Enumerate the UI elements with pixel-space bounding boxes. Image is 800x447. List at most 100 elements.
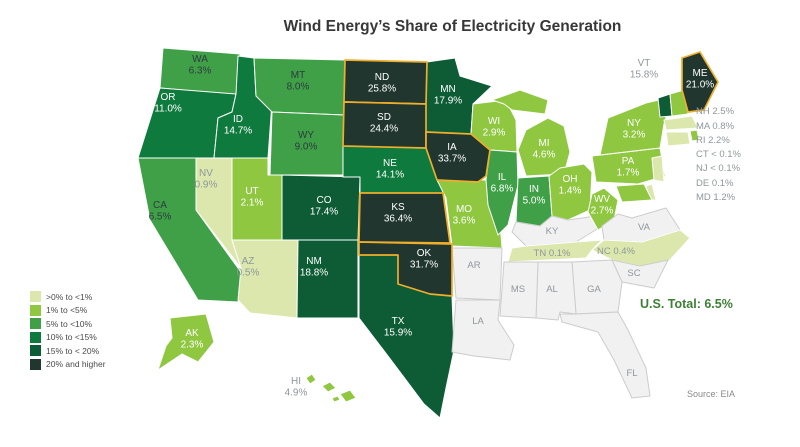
state-label-ny: NY 3.2% bbox=[623, 118, 646, 141]
state-ms bbox=[499, 261, 539, 319]
state-label-wa: WA 6.3% bbox=[189, 54, 212, 77]
legend-item: 10% to <15% bbox=[30, 331, 106, 343]
state-label-in: IN 5.0% bbox=[523, 184, 546, 207]
state-label-la: LA bbox=[472, 316, 484, 327]
legend-swatch bbox=[30, 331, 41, 343]
chart-title: Wind Energy’s Share of Electricity Gener… bbox=[283, 18, 622, 35]
state-label-tn: TN 0.1% bbox=[534, 248, 572, 259]
state-label-md: MD 1.2% bbox=[696, 192, 736, 203]
state-label-ar: AR bbox=[467, 260, 480, 271]
state-label-il: IL 6.8% bbox=[491, 172, 514, 195]
state-label-nd: ND 25.8% bbox=[368, 72, 396, 95]
legend-label: 1% to <5% bbox=[46, 305, 88, 315]
legend-item: 15% to < 20% bbox=[30, 345, 106, 356]
state-ks bbox=[358, 192, 451, 244]
legend-swatch bbox=[30, 345, 41, 356]
state-fl bbox=[559, 311, 651, 399]
state-label-nj: NJ < 0.1% bbox=[696, 163, 741, 174]
legend-label: 20% and higher bbox=[46, 359, 106, 369]
state-tn bbox=[507, 239, 603, 263]
state-label-ca: CA 6.5% bbox=[149, 200, 172, 223]
state-label-nh: NH 2.5% bbox=[696, 106, 735, 117]
legend: >0% to <1% 1% to <5% 5% to <10% 10% to <15%… bbox=[30, 291, 106, 372]
state-mi bbox=[491, 89, 549, 115]
state-label-nc: NC 0.4% bbox=[597, 246, 636, 257]
state-label-ut: UT 2.1% bbox=[241, 186, 264, 209]
legend-label: >0% to <1% bbox=[46, 291, 93, 302]
legend-label: 15% to < 20% bbox=[46, 345, 100, 356]
state-nm bbox=[296, 239, 359, 319]
state-label-wy: WY 9.0% bbox=[295, 130, 318, 153]
state-label-ga: GA bbox=[587, 284, 601, 295]
state-ok bbox=[358, 241, 453, 297]
state-label-ok: OK 31.7% bbox=[410, 248, 438, 271]
state-label-az: AZ 0.5% bbox=[237, 256, 260, 279]
state-label-ma: MA 0.8% bbox=[696, 121, 735, 132]
state-ri bbox=[689, 129, 700, 142]
us-total-label: U.S. Total: 6.5% bbox=[640, 297, 733, 311]
legend-item: 1% to <5% bbox=[30, 304, 106, 316]
legend-item: >0% to <1% bbox=[30, 291, 106, 302]
state-la bbox=[451, 299, 515, 361]
state-hi bbox=[331, 395, 341, 403]
state-label-vt: VT 15.8% bbox=[630, 58, 658, 81]
state-nc bbox=[591, 229, 691, 267]
legend-label: 5% to <10% bbox=[46, 318, 93, 329]
legend-swatch bbox=[30, 318, 41, 329]
state-label-tx: TX 15.9% bbox=[384, 316, 412, 339]
state-hi bbox=[339, 389, 357, 403]
legend-swatch bbox=[30, 291, 41, 302]
state-label-de: DE 0.1% bbox=[696, 178, 734, 189]
state-hi bbox=[321, 381, 337, 393]
state-label-mt: MT 8.0% bbox=[287, 70, 310, 93]
legend-item: 20% and higher bbox=[30, 358, 106, 370]
state-label-va: VA bbox=[638, 222, 651, 233]
state-label-mo: MO 3.6% bbox=[453, 204, 476, 227]
state-label-ne: NE 14.1% bbox=[376, 158, 404, 181]
states-layer bbox=[137, 47, 719, 419]
state-ak bbox=[157, 313, 215, 371]
legend-swatch bbox=[30, 358, 41, 370]
legend-swatch bbox=[30, 304, 41, 316]
state-il bbox=[485, 149, 519, 236]
state-ma bbox=[663, 115, 699, 131]
state-label-ia: IA 33.7% bbox=[438, 142, 466, 165]
state-label-oh: OH 1.4% bbox=[559, 174, 582, 197]
state-label-or: OR 11.0% bbox=[154, 92, 182, 115]
state-label-mn: MN 17.9% bbox=[434, 84, 462, 107]
state-label-nm: NM 18.8% bbox=[300, 256, 328, 279]
state-mi bbox=[517, 117, 571, 177]
state-label-fl: FL bbox=[626, 368, 637, 379]
state-label-ri: RI 2.2% bbox=[696, 135, 730, 146]
state-label-ct: CT < 0.1% bbox=[696, 149, 742, 160]
state-label-wi: WI 2.9% bbox=[483, 116, 506, 139]
state-ia bbox=[425, 131, 491, 183]
state-label-co: CO 17.4% bbox=[310, 195, 338, 218]
state-label-wv: WV 2.7% bbox=[591, 194, 614, 217]
state-label-me: ME 21.0% bbox=[686, 68, 714, 91]
legend-item: 5% to <10% bbox=[30, 318, 106, 329]
state-label-sc: SC bbox=[627, 268, 640, 279]
state-ar bbox=[451, 247, 503, 301]
state-label-ky: KY bbox=[546, 226, 559, 237]
state-label-mi: MI 4.6% bbox=[533, 138, 556, 161]
state-hi bbox=[305, 373, 317, 385]
state-label-ms: MS bbox=[511, 284, 525, 295]
state-label-ak: AK 2.3% bbox=[181, 328, 204, 351]
state-label-hi: HI 4.9% bbox=[285, 376, 308, 399]
source-note: Source: EIA bbox=[687, 389, 736, 399]
state-labels-layer: WA 6.3% OR 11.0% CA 6.5% NV 0.9% ID 14.7% MT 8.0% WY… bbox=[149, 54, 742, 399]
state-label-nv: NV 0.9% bbox=[195, 168, 218, 191]
state-label-al: AL bbox=[546, 284, 558, 295]
state-label-sd: SD 24.4% bbox=[370, 112, 398, 135]
state-ct bbox=[665, 131, 691, 147]
state-md bbox=[615, 183, 653, 203]
state-me bbox=[681, 51, 719, 113]
state-label-id: ID 14.7% bbox=[224, 114, 252, 137]
state-az bbox=[231, 239, 299, 319]
legend-label: 10% to <15% bbox=[46, 332, 97, 342]
state-label-pa: PA 1.7% bbox=[617, 156, 640, 179]
state-label-ks: KS 36.4% bbox=[384, 202, 412, 225]
